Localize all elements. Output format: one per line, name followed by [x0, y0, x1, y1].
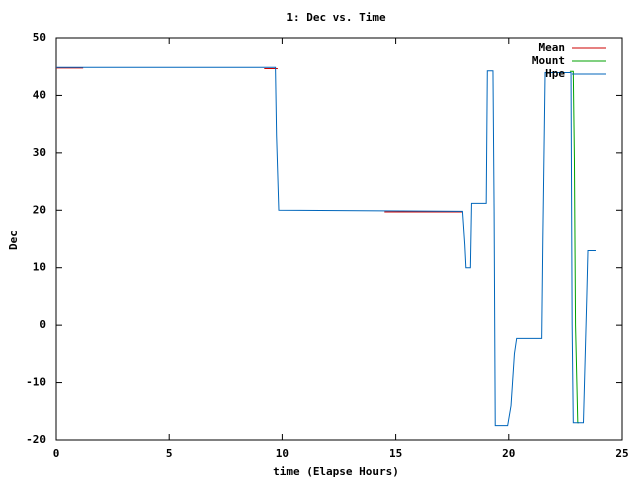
x-tick-label: 0 — [53, 447, 60, 460]
legend-label: Hpe — [545, 67, 565, 80]
y-tick-label: -20 — [26, 433, 46, 446]
x-tick-label: 15 — [389, 447, 402, 460]
x-tick-label: 10 — [276, 447, 289, 460]
legend-label: Mount — [532, 54, 565, 67]
x-tick-label: 20 — [502, 447, 515, 460]
y-axis-label: Dec — [7, 230, 20, 250]
y-tick-label: 50 — [33, 31, 46, 44]
legend-label: Mean — [539, 41, 566, 54]
plot-border — [55, 37, 623, 441]
y-tick-label: -10 — [26, 376, 46, 389]
x-tick-label: 25 — [615, 447, 628, 460]
y-tick-label: 0 — [39, 318, 46, 331]
chart-title: 1: Dec vs. Time — [286, 11, 386, 24]
x-axis-label: time (Elapse Hours) — [273, 465, 399, 478]
x-tick-label: 5 — [166, 447, 173, 460]
y-tick-label: 20 — [33, 203, 46, 216]
y-tick-label: 30 — [33, 146, 46, 159]
series-line — [56, 67, 463, 213]
y-tick-label: 40 — [33, 88, 46, 101]
series-line — [56, 66, 596, 427]
y-tick-label: 10 — [33, 261, 46, 274]
